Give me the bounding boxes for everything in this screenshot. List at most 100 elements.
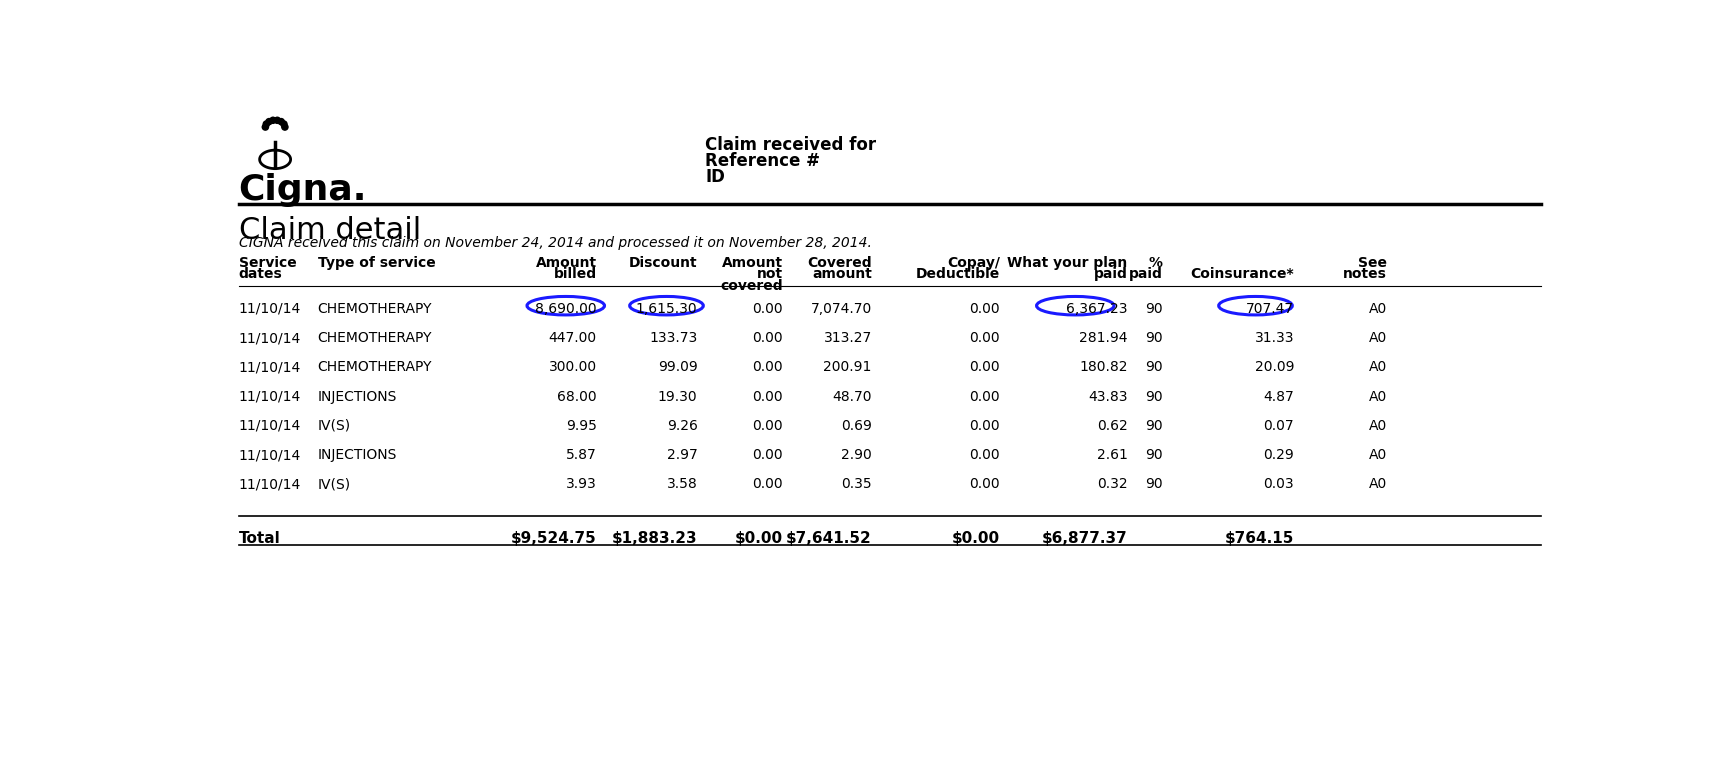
Text: 2.90: 2.90 xyxy=(842,448,871,462)
Text: 68.00: 68.00 xyxy=(557,390,597,403)
Text: Copay/: Copay/ xyxy=(946,256,1000,270)
Text: Amount: Amount xyxy=(536,256,597,270)
Text: 4.87: 4.87 xyxy=(1264,390,1295,403)
Text: CHEMOTHERAPY: CHEMOTHERAPY xyxy=(318,302,432,316)
Text: 0.00: 0.00 xyxy=(752,302,783,316)
Text: 5.87: 5.87 xyxy=(566,448,597,462)
Text: 11/10/14: 11/10/14 xyxy=(238,390,300,403)
Text: 0.00: 0.00 xyxy=(752,360,783,374)
Text: 2.61: 2.61 xyxy=(1097,448,1128,462)
Text: 2.97: 2.97 xyxy=(667,448,698,462)
Text: 0.29: 0.29 xyxy=(1264,448,1295,462)
Text: See: See xyxy=(1358,256,1387,270)
Text: $6,877.37: $6,877.37 xyxy=(1042,531,1128,546)
Text: CIGNA received this claim on November 24, 2014 and processed it on November 28, : CIGNA received this claim on November 24… xyxy=(238,236,871,250)
Text: 0.00: 0.00 xyxy=(969,477,1000,491)
Text: Type of service: Type of service xyxy=(318,256,436,270)
Text: 90: 90 xyxy=(1144,390,1163,403)
Text: $7,641.52: $7,641.52 xyxy=(786,531,871,546)
Text: 11/10/14: 11/10/14 xyxy=(238,360,300,374)
Text: 3.58: 3.58 xyxy=(667,477,698,491)
Text: INJECTIONS: INJECTIONS xyxy=(318,390,398,403)
Text: Service: Service xyxy=(238,256,297,270)
Text: 0.00: 0.00 xyxy=(969,302,1000,316)
Text: 90: 90 xyxy=(1144,419,1163,433)
Text: $764.15: $764.15 xyxy=(1226,531,1295,546)
Text: 447.00: 447.00 xyxy=(549,331,597,345)
Circle shape xyxy=(278,119,285,125)
Text: CHEMOTHERAPY: CHEMOTHERAPY xyxy=(318,331,432,345)
Text: A0: A0 xyxy=(1370,390,1387,403)
Text: 8,690.00: 8,690.00 xyxy=(535,302,597,316)
Text: Deductible: Deductible xyxy=(915,267,1000,281)
Text: 0.00: 0.00 xyxy=(969,331,1000,345)
Text: IV(S): IV(S) xyxy=(318,419,351,433)
Text: 6,367.23: 6,367.23 xyxy=(1066,302,1128,316)
Text: 9.95: 9.95 xyxy=(566,419,597,433)
Text: Claim detail: Claim detail xyxy=(238,216,420,245)
Text: 3.93: 3.93 xyxy=(566,477,597,491)
Text: 90: 90 xyxy=(1144,331,1163,345)
Text: 300.00: 300.00 xyxy=(549,360,597,374)
Text: 90: 90 xyxy=(1144,302,1163,316)
Text: Reference #: Reference # xyxy=(705,152,819,169)
Text: 31.33: 31.33 xyxy=(1255,331,1295,345)
Text: 133.73: 133.73 xyxy=(649,331,698,345)
Text: 0.00: 0.00 xyxy=(752,448,783,462)
Text: ID: ID xyxy=(705,168,726,186)
Circle shape xyxy=(274,117,281,123)
Text: paid: paid xyxy=(1094,267,1128,281)
Circle shape xyxy=(266,119,273,125)
Text: 11/10/14: 11/10/14 xyxy=(238,331,300,345)
Text: A0: A0 xyxy=(1370,477,1387,491)
Text: 0.07: 0.07 xyxy=(1264,419,1295,433)
Text: Covered: Covered xyxy=(807,256,871,270)
Text: Cigna.: Cigna. xyxy=(238,173,366,207)
Text: 20.09: 20.09 xyxy=(1255,360,1295,374)
Text: paid: paid xyxy=(1128,267,1163,281)
Text: 99.09: 99.09 xyxy=(658,360,698,374)
Text: A0: A0 xyxy=(1370,448,1387,462)
Text: 707.47: 707.47 xyxy=(1246,302,1295,316)
Text: 9.26: 9.26 xyxy=(667,419,698,433)
Text: 43.83: 43.83 xyxy=(1088,390,1128,403)
Text: 11/10/14: 11/10/14 xyxy=(238,448,300,462)
Text: $0.00: $0.00 xyxy=(951,531,1000,546)
Text: 200.91: 200.91 xyxy=(823,360,871,374)
Text: 11/10/14: 11/10/14 xyxy=(238,477,300,491)
Text: 1,615.30: 1,615.30 xyxy=(635,302,698,316)
Text: Amount: Amount xyxy=(722,256,783,270)
Text: 0.00: 0.00 xyxy=(752,390,783,403)
Text: CHEMOTHERAPY: CHEMOTHERAPY xyxy=(318,360,432,374)
Text: A0: A0 xyxy=(1370,360,1387,374)
Text: 19.30: 19.30 xyxy=(658,390,698,403)
Text: 180.82: 180.82 xyxy=(1080,360,1128,374)
Text: 0.35: 0.35 xyxy=(842,477,871,491)
Text: Coinsurance*: Coinsurance* xyxy=(1191,267,1295,281)
Circle shape xyxy=(262,124,269,130)
Text: $0.00: $0.00 xyxy=(734,531,783,546)
Text: A0: A0 xyxy=(1370,302,1387,316)
Text: 0.69: 0.69 xyxy=(840,419,871,433)
Text: 11/10/14: 11/10/14 xyxy=(238,419,300,433)
Circle shape xyxy=(281,121,286,127)
Text: 90: 90 xyxy=(1144,360,1163,374)
Text: 0.00: 0.00 xyxy=(969,360,1000,374)
Text: A0: A0 xyxy=(1370,419,1387,433)
Text: billed: billed xyxy=(554,267,597,281)
Text: INJECTIONS: INJECTIONS xyxy=(318,448,398,462)
Text: 0.00: 0.00 xyxy=(969,390,1000,403)
Text: notes: notes xyxy=(1344,267,1387,281)
Text: 0.62: 0.62 xyxy=(1097,419,1128,433)
Text: 313.27: 313.27 xyxy=(823,331,871,345)
Text: $9,524.75: $9,524.75 xyxy=(510,531,597,546)
Circle shape xyxy=(264,121,269,127)
Text: Total: Total xyxy=(238,531,281,546)
Text: 90: 90 xyxy=(1144,477,1163,491)
Text: 0.00: 0.00 xyxy=(752,331,783,345)
Text: 0.00: 0.00 xyxy=(969,448,1000,462)
Text: 281.94: 281.94 xyxy=(1080,331,1128,345)
Text: dates: dates xyxy=(238,267,283,281)
Circle shape xyxy=(269,117,276,123)
Text: 0.00: 0.00 xyxy=(752,419,783,433)
